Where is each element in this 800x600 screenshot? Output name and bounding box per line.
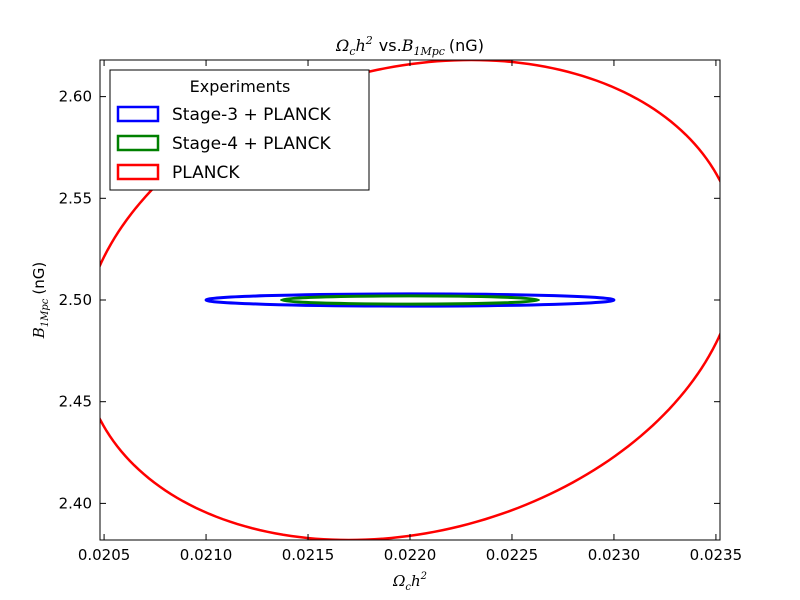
- series-stage4-contour: [280, 294, 540, 306]
- x-tick-label-4: 0.0225: [486, 546, 539, 564]
- x-tick-label-5: 0.0230: [588, 546, 641, 564]
- x-tick-label-2: 0.0215: [282, 546, 335, 564]
- legend-items: Stage-3 + PLANCK Stage-4 + PLANCK PLANCK: [116, 105, 331, 183]
- series-stage3-contour: [204, 292, 616, 308]
- curves-group: [100, 60, 720, 540]
- legend-title: Experiments: [190, 77, 291, 96]
- legend: Experiments Stage-3 + PLANCK Stage-4 + PL…: [109, 69, 370, 191]
- x-tick-label-1: 0.0210: [180, 546, 233, 564]
- series-planck-contour: [100, 60, 720, 540]
- legend-label-2: PLANCK: [172, 163, 240, 183]
- ticks-group: 0.0205 0.0210 0.0215 0.0220 0.0225 0.0230 0.02…: [59, 60, 743, 564]
- y-tick-label-0: 2.40: [59, 494, 92, 512]
- legend-label-0: Stage-3 + PLANCK: [172, 105, 331, 125]
- legend-swatch-0: [116, 105, 160, 123]
- x-axis-label: Ωch2: [392, 571, 427, 593]
- x-tick-label-0: 0.0205: [78, 546, 131, 564]
- plot-frame: [99, 59, 721, 541]
- y-tick-label-1: 2.45: [59, 393, 92, 411]
- chart-title: Ωch2 vs.B1Mpc (nG): [335, 34, 484, 58]
- x-tick-label-3: 0.0220: [384, 546, 437, 564]
- y-axis-label: B1Mpc(nG): [30, 262, 51, 339]
- legend-swatch-2: [116, 163, 160, 181]
- x-tick-label-6: 0.0235: [690, 546, 743, 564]
- y-tick-label-3: 2.55: [59, 189, 92, 207]
- legend-swatch-1: [116, 134, 160, 152]
- legend-box: [109, 69, 370, 191]
- legend-label-1: Stage-4 + PLANCK: [172, 134, 331, 154]
- y-tick-label-2: 2.50: [59, 291, 92, 309]
- y-tick-label-4: 2.60: [59, 88, 92, 106]
